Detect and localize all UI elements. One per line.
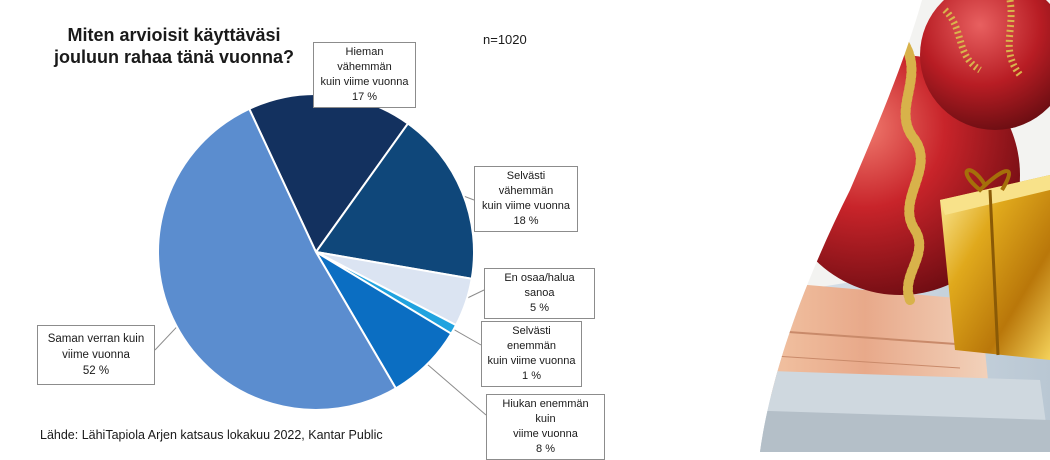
callout-label-line: Selvästi enemmän [507,325,556,352]
callout-value: 52 % [82,365,110,377]
callout-label-line: Selvästi vähemmän [498,170,554,197]
callout-value: 17 % [351,91,378,103]
callout-label-line: kuin viime vuonna [320,76,409,88]
callout-label-line: Hiukan enemmän kuin [502,398,589,425]
callout-en-osaa: En osaa/halua sanoa 5 % [484,268,595,319]
callout-value: 8 % [536,443,555,455]
callout-saman-verran: Saman verran kuin viime vuonna 52 % [37,325,155,385]
callout-label-line: kuin viime vuonna [481,200,571,212]
red-ornament-small [920,0,1050,130]
chart-title: Miten arvioisit käyttäväsi jouluun rahaa… [44,24,304,68]
callout-label-line: En osaa/halua sanoa [504,272,575,299]
leader-line-selvasti-enemman [449,326,482,346]
callout-label-line: Hieman vähemmän [337,46,392,73]
callout-hieman-vahemman: Hieman vähemmän kuin viime vuonna 17 % [313,42,416,108]
callout-label-line: Saman verran kuin [47,333,145,345]
pie-slice-saman-verran [157,107,398,411]
callout-selvasti-enemman: Selvästi enemmän kuin viime vuonna 1 % [481,321,582,387]
chart-title-line-2: jouluun rahaa tänä vuonna? [53,47,295,67]
callout-selvasti-vahemman: Selvästi vähemmän kuin viime vuonna 18 % [474,166,578,232]
callout-value: 18 % [513,215,539,227]
callout-label-line: viime vuonna [62,349,130,361]
pie-slices [157,93,475,411]
callout-label-line: kuin viime vuonna [487,355,576,367]
sample-size-label: n=1020 [483,32,527,47]
callout-value: 1 % [522,370,541,382]
pie-slice-selvasti-vahemman [314,122,475,280]
callout-hiukan-enemman: Hiukan enemmän kuin viime vuonna 8 % [486,394,605,460]
leader-line-hiukan-enemman [423,360,487,416]
callout-label-line: viime vuonna [513,428,578,440]
chart-title-line-1: Miten arvioisit käyttäväsi [67,25,281,45]
gold-gift-box [940,168,1050,360]
source-note: Lähde: LähiTapiola Arjen katsaus lokakuu… [40,428,383,442]
leader-line-saman-verran [154,322,181,351]
callout-value: 5 % [530,302,549,314]
christmas-money-photo [760,0,1050,452]
